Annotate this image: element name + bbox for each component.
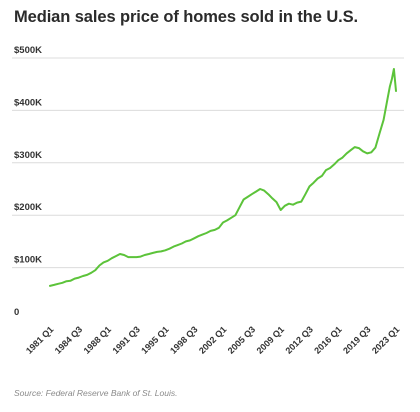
series-line [49,68,397,287]
y-axis-ticks: $500K $400K $300K $200K $100K 0 [14,45,42,318]
x-tick-label: 2023 Q1 [370,324,401,355]
grid-lines [12,57,404,269]
series-layer [49,68,397,287]
x-tick-label: 1998 Q3 [168,324,199,355]
x-tick-label: 2002 Q1 [197,324,228,355]
y-tick-label: $500K [14,45,42,56]
y-tick-label: $200K [14,202,42,213]
source-note: Source: Federal Reserve Bank of St. Loui… [14,388,178,398]
x-tick-label: 2005 Q3 [226,324,257,355]
x-tick-label: 1981 Q1 [24,324,55,355]
y-tick-label: 0 [14,307,19,318]
y-tick-label: $100K [14,255,42,266]
x-tick-label: 1988 Q1 [82,324,113,355]
chart-title: Median sales price of homes sold in the … [14,8,359,26]
x-tick-label: 1995 Q1 [139,324,170,355]
x-tick-label: 2019 Q3 [341,324,372,355]
x-tick-label: 2012 Q3 [283,324,314,355]
y-tick-label: $400K [14,97,42,108]
x-tick-label: 2016 Q1 [312,324,343,355]
x-tick-label: 1984 Q3 [53,324,84,355]
x-tick-label: 2009 Q1 [255,324,286,355]
y-tick-label: $300K [14,150,42,161]
x-tick-label: 1991 Q3 [110,324,141,355]
